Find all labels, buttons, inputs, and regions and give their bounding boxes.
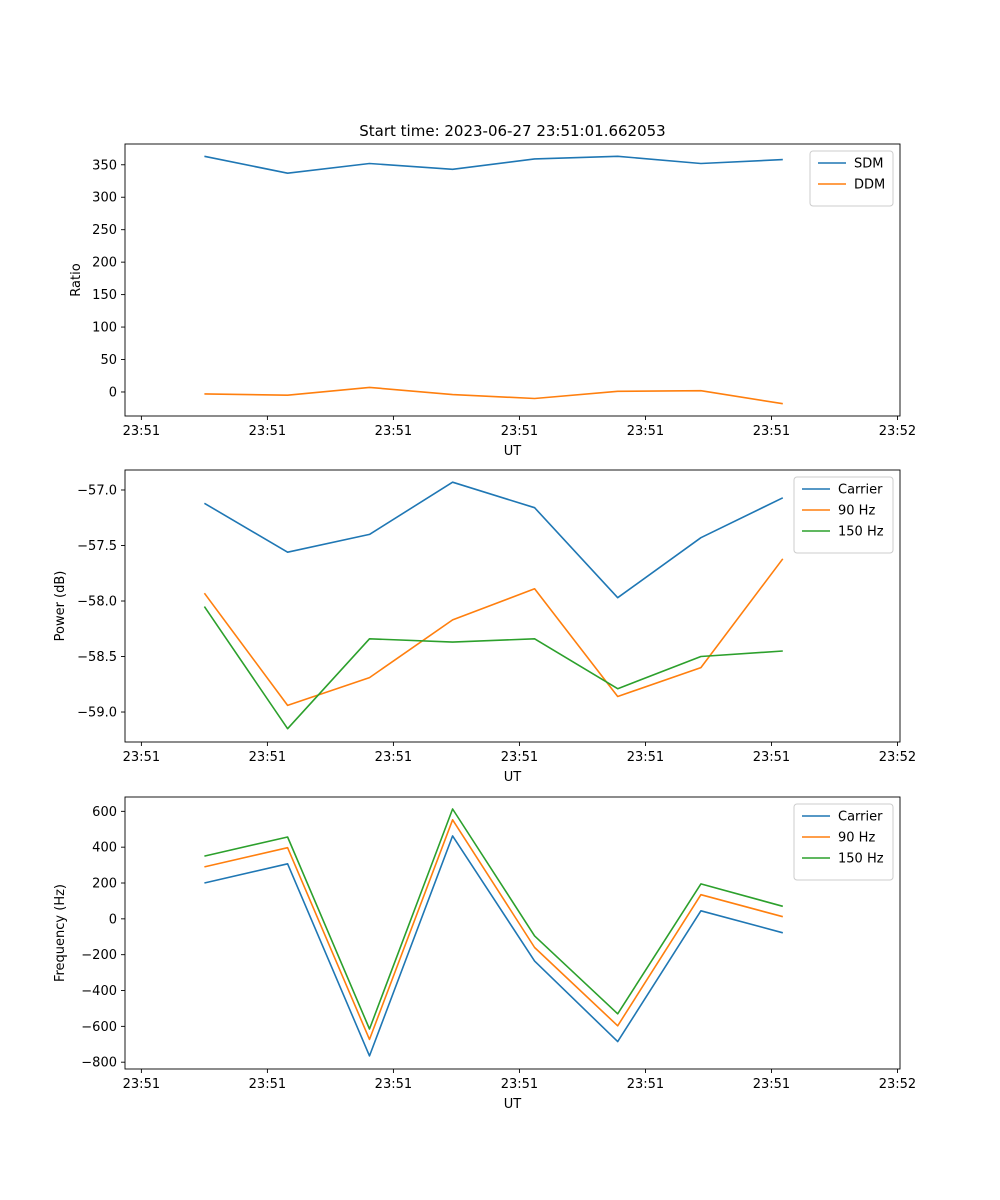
legend-box [809,150,894,207]
chart-panel-3: 23:51 23:51 23:51 23:51 23:51 23:51 23:52 −800 −… [53,796,916,1112]
legend-label-2: DDM [854,178,885,193]
chart-title: Start time: 2023-06-27 23:51:01.662053 [359,122,665,140]
y-tick-label: 400 [92,841,117,856]
x-tick-label: 23:51 [375,424,412,439]
legend-label-1: Carrier [838,483,883,498]
legend-label-2: 90 Hz [838,504,875,519]
legend: Carrier 90 Hz 150 Hz [793,476,894,554]
series-group [203,481,784,730]
y-tick-label: 50 [100,353,117,368]
y-tick-label: −800 [81,1056,117,1071]
x-tick-label: 23:51 [123,424,160,439]
x-tick-label: 23:51 [249,750,286,765]
legend-box [793,476,894,554]
x-tick-label: 23:52 [879,750,916,765]
series-line-2 [204,386,783,405]
y-tick-label: 200 [92,256,117,271]
x-tick-label: 23:51 [627,1077,664,1092]
x-tick-label: 23:52 [879,1077,916,1092]
series-line-1 [204,155,783,174]
series-line-1 [204,835,784,1057]
x-tick-label: 23:51 [753,424,790,439]
chart-panel-2: 23:51 23:51 23:51 23:51 23:51 23:51 23:52 −59.0… [53,469,916,785]
x-axis-label: UT [504,444,522,459]
legend: Carrier 90 Hz 150 Hz [793,803,894,881]
legend-label-1: Carrier [838,810,883,825]
x-tick-label: 23:51 [753,1077,790,1092]
series-line-1 [203,481,784,599]
axes-frame [124,143,901,417]
series-line-3 [203,606,783,730]
x-tick-label: 23:51 [249,424,286,439]
x-tick-label: 23:51 [123,1077,160,1092]
x-tick-label: 23:51 [501,1077,538,1092]
y-tick-label: 250 [92,223,117,238]
legend: SDM DDM [809,150,894,207]
y-tick-label: −57.0 [77,483,117,498]
series-line-2 [204,818,784,1041]
y-tick-label: 200 [92,877,117,892]
x-tick-label: 23:51 [123,750,160,765]
x-tick-label: 23:51 [501,750,538,765]
legend-label-3: 150 Hz [838,852,884,867]
y-tick-label: 100 [92,321,117,336]
axes-frame [124,469,901,743]
y-tick-label: 0 [109,912,117,927]
y-tick-label: 600 [92,805,117,820]
series-group [204,808,784,1057]
x-tick-label: 23:51 [375,1077,412,1092]
x-tick-label: 23:51 [501,424,538,439]
legend-label-3: 150 Hz [838,525,884,540]
x-tick-label: 23:51 [753,750,790,765]
legend-box [793,803,894,881]
y-axis-label: Ratio [69,263,84,296]
y-tick-label: −57.5 [77,539,117,554]
x-tick-label: 23:51 [249,1077,286,1092]
legend-label-2: 90 Hz [838,831,875,846]
x-tick-label: 23:51 [627,750,664,765]
x-axis-label: UT [504,1097,522,1112]
axes-frame [124,796,901,1070]
series-line-2 [203,558,784,707]
legend-label-1: SDM [854,157,883,172]
y-tick-label: 0 [109,385,117,400]
series-line-3 [204,808,784,1030]
y-tick-label: −400 [81,984,117,999]
y-tick-label: −600 [81,1020,117,1035]
y-tick-label: 150 [92,288,117,303]
y-tick-label: −200 [81,948,117,963]
series-group [204,155,783,405]
y-tick-label: 300 [92,191,117,206]
y-tick-label: −58.5 [77,650,117,665]
chart-panel-1: 23:51 23:51 23:51 23:51 23:51 23:51 23:52 0 50 10… [69,143,916,459]
y-tick-label: −58.0 [77,595,117,610]
y-axis-label: Power (dB) [53,571,68,642]
x-tick-label: 23:51 [375,750,412,765]
x-tick-label: 23:51 [627,424,664,439]
x-tick-label: 23:52 [879,424,916,439]
y-axis-label: Frequency (Hz) [53,884,68,982]
y-tick-label: −59.0 [77,706,117,721]
x-axis-label: UT [504,770,522,785]
y-tick-label: 350 [92,158,117,173]
